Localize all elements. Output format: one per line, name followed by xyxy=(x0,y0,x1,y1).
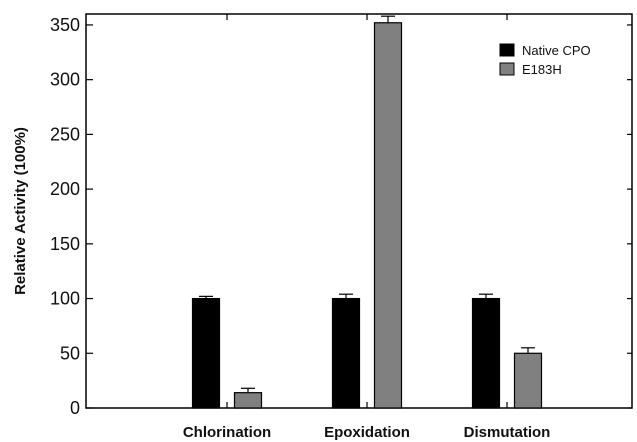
bars-group xyxy=(191,15,543,409)
bar-e183h xyxy=(373,22,403,409)
y-tick-label: 250 xyxy=(50,124,80,144)
y-tick-label: 0 xyxy=(70,398,80,418)
legend: Native CPO E183H xyxy=(499,43,591,77)
y-tick-label: 50 xyxy=(60,343,80,363)
y-tick-label: 200 xyxy=(50,179,80,199)
y-tick-label: 350 xyxy=(50,15,80,35)
bar-native-cpo xyxy=(471,297,501,409)
y-tick-label: 150 xyxy=(50,234,80,254)
y-axis-title: Relative Activity (100%) xyxy=(12,127,29,295)
y-axis: 0 50 100 150 200 250 300 350 xyxy=(50,15,632,418)
x-category-label: Epoxidation xyxy=(324,424,410,441)
y-tick-label: 300 xyxy=(50,70,80,90)
bar-e183h xyxy=(513,352,543,409)
legend-label-e183h: E183H xyxy=(522,62,562,77)
bar-e183h xyxy=(233,392,263,409)
x-category-label: Chlorination xyxy=(183,424,271,441)
legend-swatch-native-cpo xyxy=(499,43,515,57)
x-axis: Chlorination Epoxidation Dismutation xyxy=(183,14,551,441)
legend-label-native-cpo: Native CPO xyxy=(522,43,591,58)
x-category-label: Dismutation xyxy=(464,424,551,441)
legend-swatch-e183h xyxy=(499,62,515,76)
y-tick-label: 100 xyxy=(50,289,80,309)
bar-native-cpo xyxy=(191,297,221,409)
bar-native-cpo xyxy=(331,297,361,409)
